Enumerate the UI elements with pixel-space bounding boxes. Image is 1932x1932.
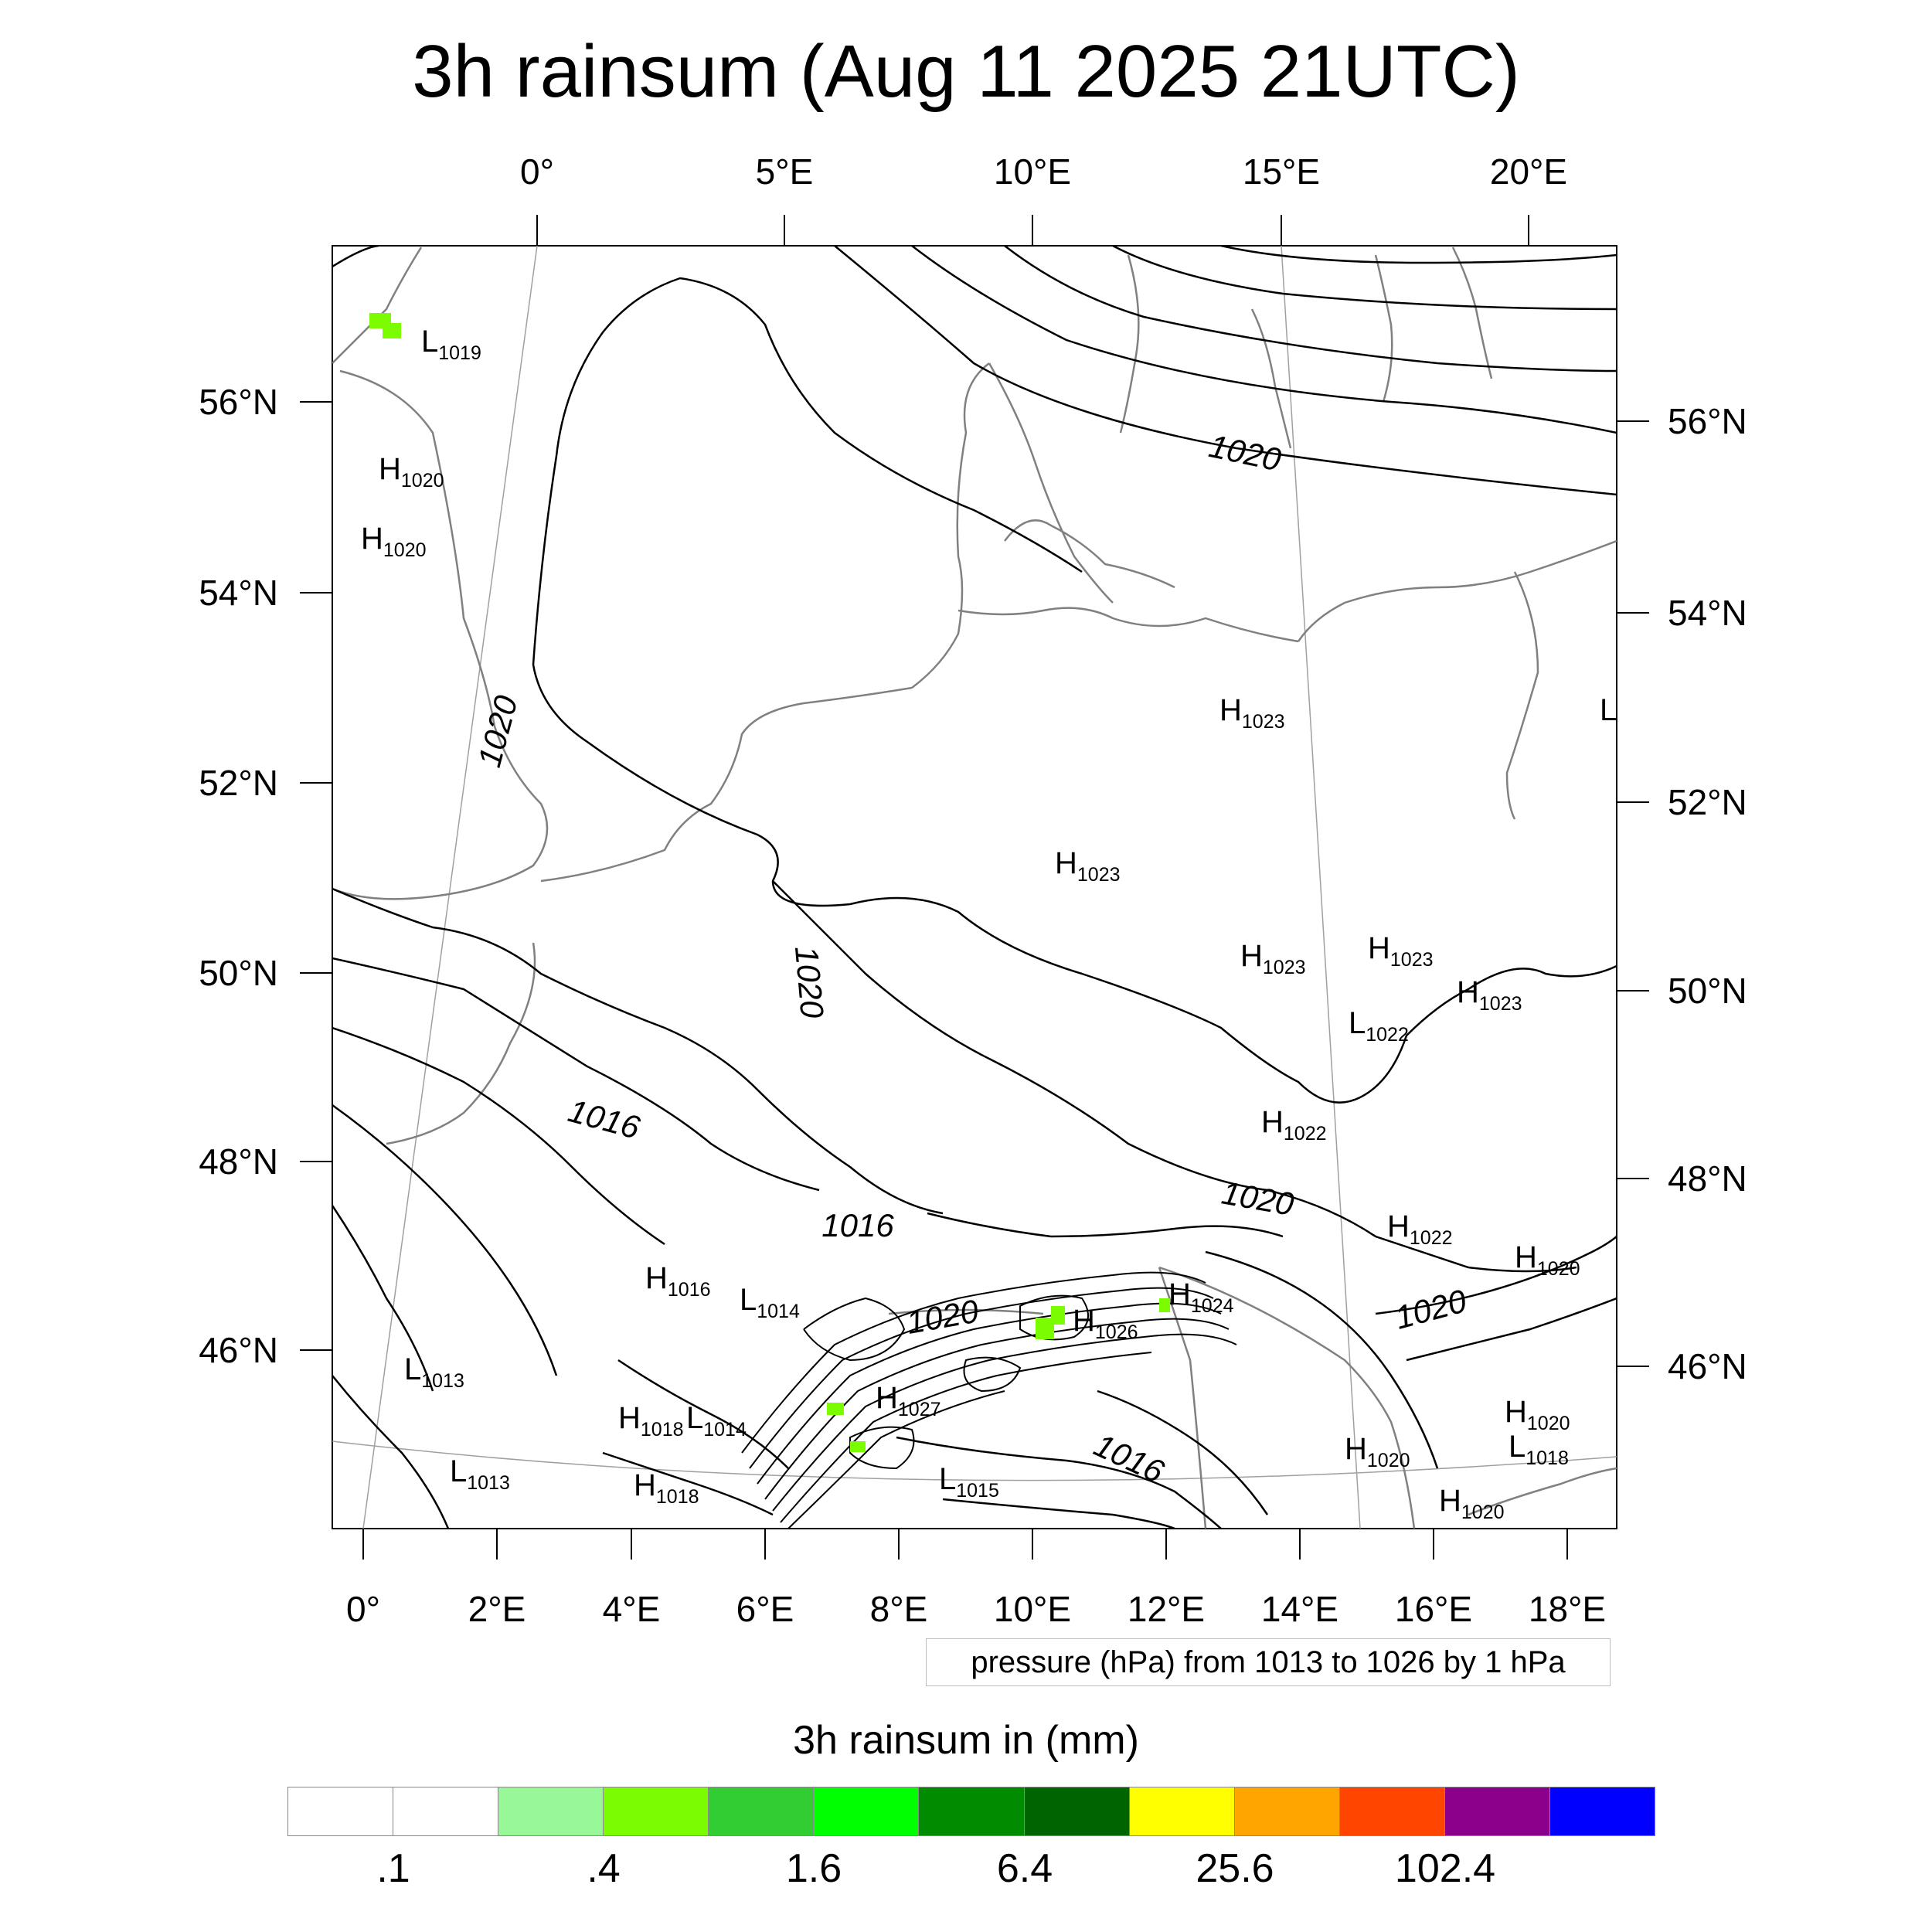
alpine-isobar-cluster bbox=[741, 1271, 1237, 1529]
top-ticks bbox=[536, 215, 1529, 246]
pressure-center: L1019 bbox=[421, 325, 481, 364]
legend-color-cell bbox=[1444, 1787, 1550, 1835]
top-lon-labels: 0° 5°E 10°E 15°E 20°E bbox=[520, 151, 1567, 192]
legend-label: .1 bbox=[376, 1846, 410, 1891]
right-lat-label: 48°N bbox=[1668, 1158, 1747, 1199]
right-lat-label: 54°N bbox=[1668, 593, 1747, 633]
top-lon-label: 15°E bbox=[1243, 151, 1320, 192]
bottom-lon-label: 4°E bbox=[603, 1589, 661, 1629]
contour-label: 1016 bbox=[821, 1207, 894, 1243]
bottom-lon-label: 18°E bbox=[1529, 1589, 1606, 1629]
pressure-center: H1020 bbox=[1515, 1240, 1580, 1280]
legend-color-cell bbox=[288, 1787, 394, 1835]
right-lat-label: 52°N bbox=[1668, 782, 1747, 822]
left-lat-label: 48°N bbox=[199, 1141, 278, 1182]
bottom-lon-label: 2°E bbox=[468, 1589, 526, 1629]
legend-title: 3h rainsum in (mm) bbox=[793, 1718, 1139, 1763]
bottom-lon-labels: 0° 2°E 4°E 6°E 8°E 10°E 12°E 14°E 16°E 1… bbox=[346, 1589, 1606, 1629]
pressure-center: L1013 bbox=[404, 1352, 464, 1392]
bottom-ticks bbox=[362, 1529, 1568, 1560]
pressure-center: H1024 bbox=[1168, 1277, 1234, 1317]
left-ticks bbox=[300, 401, 332, 1351]
legend-color-cell bbox=[1024, 1787, 1130, 1835]
pressure-center: H1020 bbox=[1505, 1395, 1570, 1434]
top-lon-label: 0° bbox=[520, 151, 554, 192]
legend-color-cell bbox=[1129, 1787, 1235, 1835]
legend-color-cell bbox=[1234, 1787, 1340, 1835]
color-legend-bar bbox=[287, 1787, 1655, 1836]
pressure-center: H1023 bbox=[1055, 846, 1121, 886]
right-lat-label: 56°N bbox=[1668, 401, 1747, 441]
pressure-center: H1023 bbox=[1240, 939, 1306, 978]
left-lat-label: 46°N bbox=[199, 1330, 278, 1370]
legend-labels: .1 .4 1.6 6.4 25.6 102.4 bbox=[0, 1845, 1932, 1900]
left-lat-label: 54°N bbox=[199, 573, 278, 613]
pressure-center: H1026 bbox=[1073, 1304, 1138, 1343]
legend-color-cell bbox=[604, 1787, 709, 1835]
plot-frame bbox=[332, 245, 1617, 1529]
left-lat-labels: 56°N 54°N 52°N 50°N 48°N 46°N bbox=[199, 382, 278, 1370]
pressure-center: H1022 bbox=[1387, 1209, 1453, 1249]
legend-color-cell bbox=[709, 1787, 815, 1835]
bottom-lon-label: 8°E bbox=[870, 1589, 928, 1629]
legend-color-cell bbox=[393, 1787, 499, 1835]
legend-color-cell bbox=[1549, 1787, 1655, 1835]
pressure-center: H1016 bbox=[645, 1261, 711, 1301]
pressure-center: H1018 bbox=[618, 1401, 684, 1440]
pressure-center: H1023 bbox=[1219, 693, 1285, 733]
pressure-contour-note: pressure (hPa) from 1013 to 1026 by 1 hP… bbox=[926, 1638, 1611, 1686]
bottom-lon-label: 16°E bbox=[1395, 1589, 1472, 1629]
pressure-center: L1014 bbox=[740, 1283, 800, 1322]
pressure-center: H1020 bbox=[361, 522, 427, 561]
right-ticks bbox=[1617, 420, 1649, 1367]
pressure-center: L1018 bbox=[1509, 1430, 1569, 1469]
pressure-center: L1015 bbox=[939, 1462, 999, 1502]
legend-label: 1.6 bbox=[785, 1846, 842, 1891]
left-lat-label: 52°N bbox=[199, 763, 278, 803]
legend-label: 25.6 bbox=[1196, 1846, 1274, 1891]
isobars bbox=[332, 246, 1617, 1529]
pressure-center: L1014 bbox=[686, 1401, 747, 1440]
map-title: 3h rainsum (Aug 11 2025 21UTC) bbox=[412, 30, 1520, 113]
pressure-center: H1027 bbox=[876, 1381, 941, 1420]
legend-label: 6.4 bbox=[996, 1846, 1053, 1891]
pressure-center: H1020 bbox=[379, 452, 444, 492]
bottom-lon-label: 6°E bbox=[736, 1589, 794, 1629]
contour-labels: 1020 1020 1020 1016 1016 1020 1020 1020 … bbox=[471, 427, 1471, 1490]
pressure-center: H1020 bbox=[1439, 1484, 1505, 1523]
bottom-lon-label: 10°E bbox=[994, 1589, 1071, 1629]
pressure-centers: L1019 H1020 H1020 H1023 L H1023 H1023 H1… bbox=[361, 325, 1617, 1523]
legend-color-cell bbox=[498, 1787, 604, 1835]
legend-color-cell bbox=[1339, 1787, 1445, 1835]
rain-patches bbox=[369, 313, 1170, 1452]
pressure-center: L1022 bbox=[1349, 1006, 1409, 1046]
top-lon-label: 20°E bbox=[1490, 151, 1567, 192]
graticule bbox=[332, 246, 1617, 1529]
legend-color-cell bbox=[919, 1787, 1025, 1835]
left-lat-label: 56°N bbox=[199, 382, 278, 422]
contour-label: 1020 bbox=[788, 944, 831, 1020]
right-lat-label: 46°N bbox=[1668, 1346, 1747, 1386]
bottom-lon-label: 14°E bbox=[1261, 1589, 1338, 1629]
right-lat-labels: 56°N 54°N 52°N 50°N 48°N 46°N bbox=[1668, 401, 1747, 1386]
top-lon-label: 5°E bbox=[756, 151, 814, 192]
right-lat-label: 50°N bbox=[1668, 971, 1747, 1011]
coastlines bbox=[332, 247, 1617, 1529]
legend-color-cell bbox=[814, 1787, 920, 1835]
legend-label: .4 bbox=[587, 1846, 621, 1891]
pressure-center: H1022 bbox=[1261, 1105, 1327, 1145]
pressure-center: H1020 bbox=[1345, 1432, 1410, 1471]
pressure-center: H1023 bbox=[1457, 975, 1522, 1015]
left-lat-label: 50°N bbox=[199, 953, 278, 993]
pressure-center: H1018 bbox=[634, 1468, 699, 1508]
top-lon-label: 10°E bbox=[994, 151, 1071, 192]
legend-label: 102.4 bbox=[1394, 1846, 1496, 1891]
bottom-lon-label: 0° bbox=[346, 1589, 380, 1629]
pressure-center: L bbox=[1600, 693, 1617, 727]
pressure-center: L1013 bbox=[450, 1454, 510, 1494]
bottom-lon-label: 12°E bbox=[1128, 1589, 1205, 1629]
pressure-center: H1023 bbox=[1368, 931, 1434, 971]
